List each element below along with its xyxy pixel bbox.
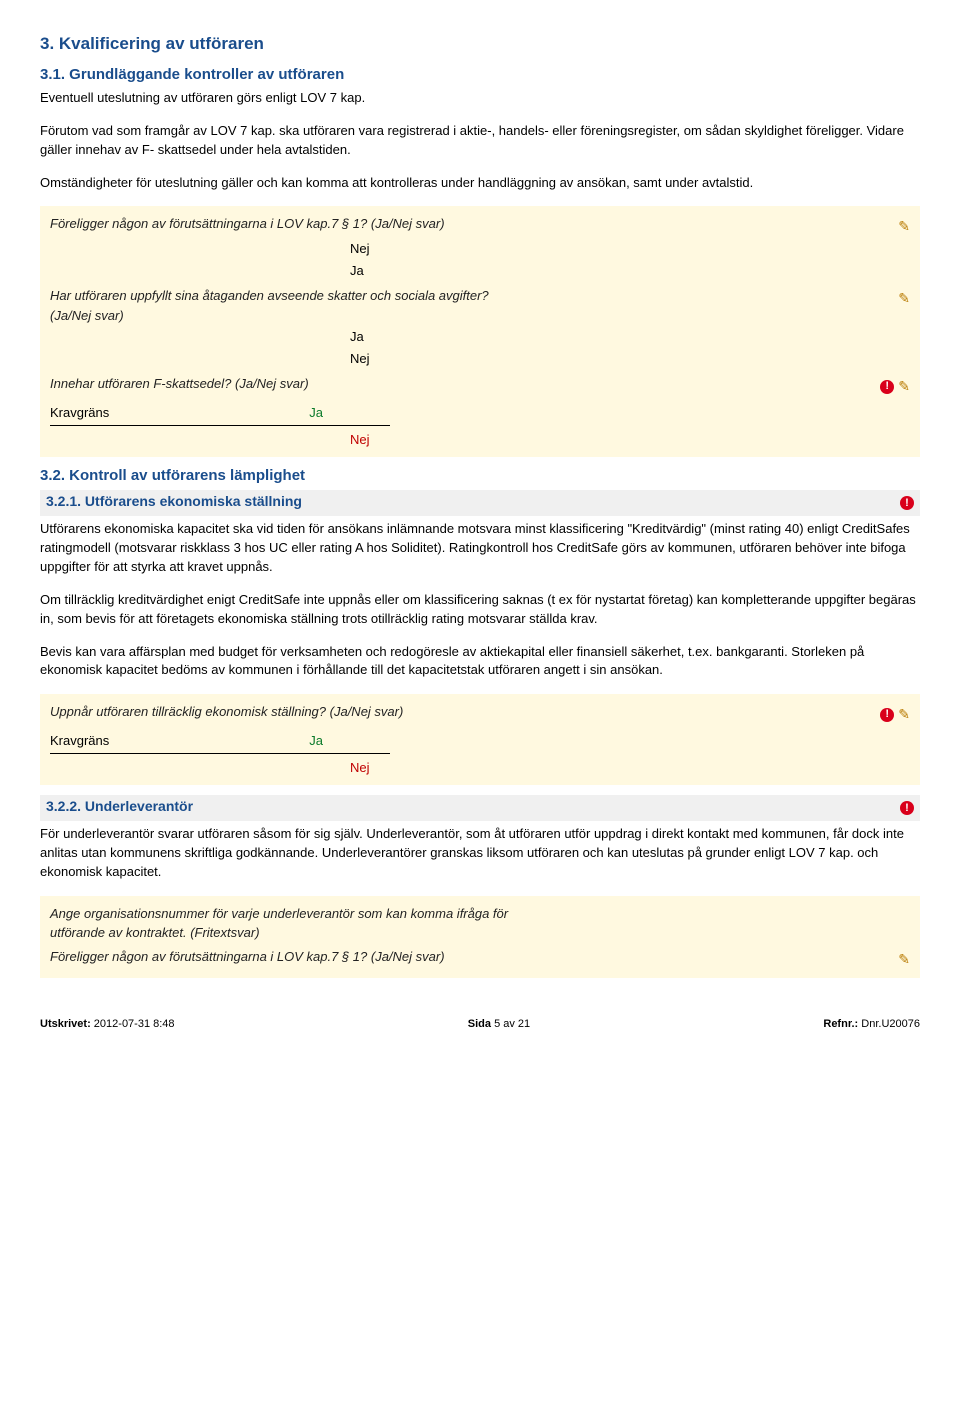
s321-qa-block: Uppnår utföraren tillräcklig ekonomisk s… [40, 694, 920, 785]
s321-paragraph-1: Utförarens ekonomiska kapacitet ska vid … [40, 520, 920, 577]
kravgrans-nej: Nej [350, 430, 910, 450]
kravgrans-label-2: Kravgräns [50, 731, 109, 751]
document-page: 3. Kvalificering av utföraren 3.1. Grund… [0, 0, 960, 1008]
kravgrans-row-1: Kravgräns Ja [50, 401, 910, 423]
s321-paragraph-2: Om tillräcklig kreditvärdighet enigt Cre… [40, 591, 920, 629]
kravgrans-underline-2 [50, 753, 390, 754]
warning-icon: ! [900, 801, 914, 815]
pen-icon: ✎ [898, 704, 910, 725]
q3-icons: ! ✎ [880, 374, 910, 397]
section-3-1-title: 3.1. Grundläggande kontroller av utförar… [40, 66, 920, 83]
warning-icon: ! [900, 496, 914, 510]
s321-paragraph-3: Bevis kan vara affärsplan med budget för… [40, 643, 920, 681]
s31-paragraph-1: Eventuell uteslutning av utföraren görs … [40, 89, 920, 108]
q1-answer-nej: Nej [350, 239, 910, 259]
q2-icons: ✎ [898, 286, 910, 309]
q2-answers: Ja Nej [350, 327, 910, 368]
s322-q2-icons: ✎ [898, 947, 910, 970]
s31-paragraph-2: Förutom vad som framgår av LOV 7 kap. sk… [40, 122, 920, 160]
q1-icons: ✎ [898, 214, 910, 237]
kravgrans-label: Kravgräns [50, 403, 109, 423]
footer-center-value: 5 av 21 [494, 1018, 530, 1030]
s321-q1-icons: ! ✎ [880, 702, 910, 725]
s31-qa-block: Föreligger någon av förutsättningarna i … [40, 206, 920, 457]
q3-text: Innehar utföraren F-skattsedel? (Ja/Nej … [50, 374, 309, 394]
section-3-2-1-title: 3.2.1. Utförarens ekonomiska ställning [46, 493, 302, 509]
s322-qa-block: Ange organisationsnummer för varje under… [40, 896, 920, 978]
q3-row: Innehar utföraren F-skattsedel? (Ja/Nej … [50, 374, 910, 397]
footer-right: Refnr.: Dnr.U20076 [823, 1018, 920, 1030]
warning-icon: ! [880, 708, 894, 722]
kravgrans-row-2: Kravgräns Ja [50, 729, 910, 751]
q1-answers: Nej Ja [350, 239, 910, 280]
warning-icon: ! [880, 380, 894, 394]
footer-right-label: Refnr.: [823, 1018, 858, 1030]
footer-right-value: Dnr.U20076 [858, 1018, 920, 1030]
section-3-2-2-header: 3.2.2. Underleverantör ! [40, 795, 920, 821]
q2-answer-ja: Ja [350, 327, 910, 347]
s322-q1-text: Ange organisationsnummer för varje under… [50, 904, 530, 943]
footer-left-value: 2012-07-31 8:48 [91, 1018, 175, 1030]
s322-q2-row: Föreligger någon av förutsättningarna i … [50, 947, 910, 970]
footer-center: Sida 5 av 21 [468, 1018, 530, 1030]
pen-icon: ✎ [898, 949, 910, 970]
section-3-2-1-header: 3.2.1. Utförarens ekonomiska ställning ! [40, 490, 920, 516]
kravgrans-ja-2: Ja [309, 731, 323, 751]
pen-icon: ✎ [898, 376, 910, 397]
footer-left: Utskrivet: 2012-07-31 8:48 [40, 1018, 175, 1030]
pen-icon: ✎ [898, 216, 910, 237]
q1-text: Föreligger någon av förutsättningarna i … [50, 214, 445, 234]
q2-answer-nej: Nej [350, 349, 910, 369]
s322-q2-text: Föreligger någon av förutsättningarna i … [50, 947, 445, 967]
s321-q1-row: Uppnår utföraren tillräcklig ekonomisk s… [50, 702, 910, 725]
q2-row: Har utföraren uppfyllt sina åtaganden av… [50, 286, 910, 325]
s31-paragraph-3: Omständigheter för uteslutning gäller oc… [40, 174, 920, 193]
s322-paragraph-1: För underleverantör svarar utföraren sås… [40, 825, 920, 882]
s321-q1-text: Uppnår utföraren tillräcklig ekonomisk s… [50, 702, 403, 722]
q2-text: Har utföraren uppfyllt sina åtaganden av… [50, 286, 530, 325]
q1-row: Föreligger någon av förutsättningarna i … [50, 214, 910, 237]
page-footer: Utskrivet: 2012-07-31 8:48 Sida 5 av 21 … [0, 1008, 960, 1048]
q1-answer-ja: Ja [350, 261, 910, 281]
section-3-2-title: 3.2. Kontroll av utförarens lämplighet [40, 467, 920, 484]
kravgrans-ja: Ja [309, 403, 323, 423]
footer-left-label: Utskrivet: [40, 1018, 91, 1030]
footer-center-label: Sida [468, 1018, 494, 1030]
pen-icon: ✎ [898, 288, 910, 309]
section-3-2-2-title: 3.2.2. Underleverantör [46, 798, 193, 814]
kravgrans-underline [50, 425, 390, 426]
section-3-title: 3. Kvalificering av utföraren [40, 34, 920, 54]
kravgrans-nej-2: Nej [350, 758, 910, 778]
